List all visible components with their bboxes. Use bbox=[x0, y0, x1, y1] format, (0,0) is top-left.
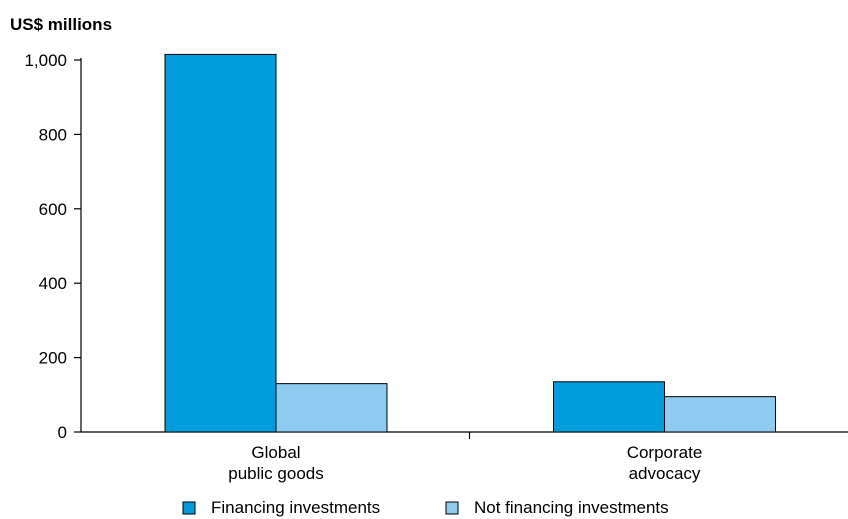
legend-swatch bbox=[445, 501, 459, 515]
bar-not-financing-global-public-goods bbox=[275, 383, 388, 433]
y-tick-label: 600 bbox=[39, 200, 67, 219]
y-tick-label: 800 bbox=[39, 125, 67, 144]
x-category-label: Corporate bbox=[627, 443, 703, 462]
bar-financing-corporate-advocacy bbox=[553, 381, 665, 433]
plot-area: 0 200 400 600 800 1,000 Global public goods Corp… bbox=[24, 51, 848, 483]
legend-swatch bbox=[182, 501, 196, 515]
x-category-label: public goods bbox=[228, 464, 323, 483]
y-tick-label: 400 bbox=[39, 274, 67, 293]
bar-financing-global-public-goods bbox=[164, 53, 277, 433]
y-tick-label: 200 bbox=[39, 349, 67, 368]
x-category-label: advocacy bbox=[629, 464, 701, 483]
legend: Financing investments Not financing inves… bbox=[182, 498, 669, 517]
legend-label: Not financing investments bbox=[474, 498, 669, 517]
y-tick-label: 0 bbox=[58, 423, 67, 442]
y-tick-label: 1,000 bbox=[24, 51, 67, 70]
legend-label: Financing investments bbox=[211, 498, 380, 517]
x-category-label: Global bbox=[251, 443, 300, 462]
y-axis-label: US$ millions bbox=[10, 15, 112, 34]
bar-not-financing-corporate-advocacy bbox=[664, 396, 776, 433]
